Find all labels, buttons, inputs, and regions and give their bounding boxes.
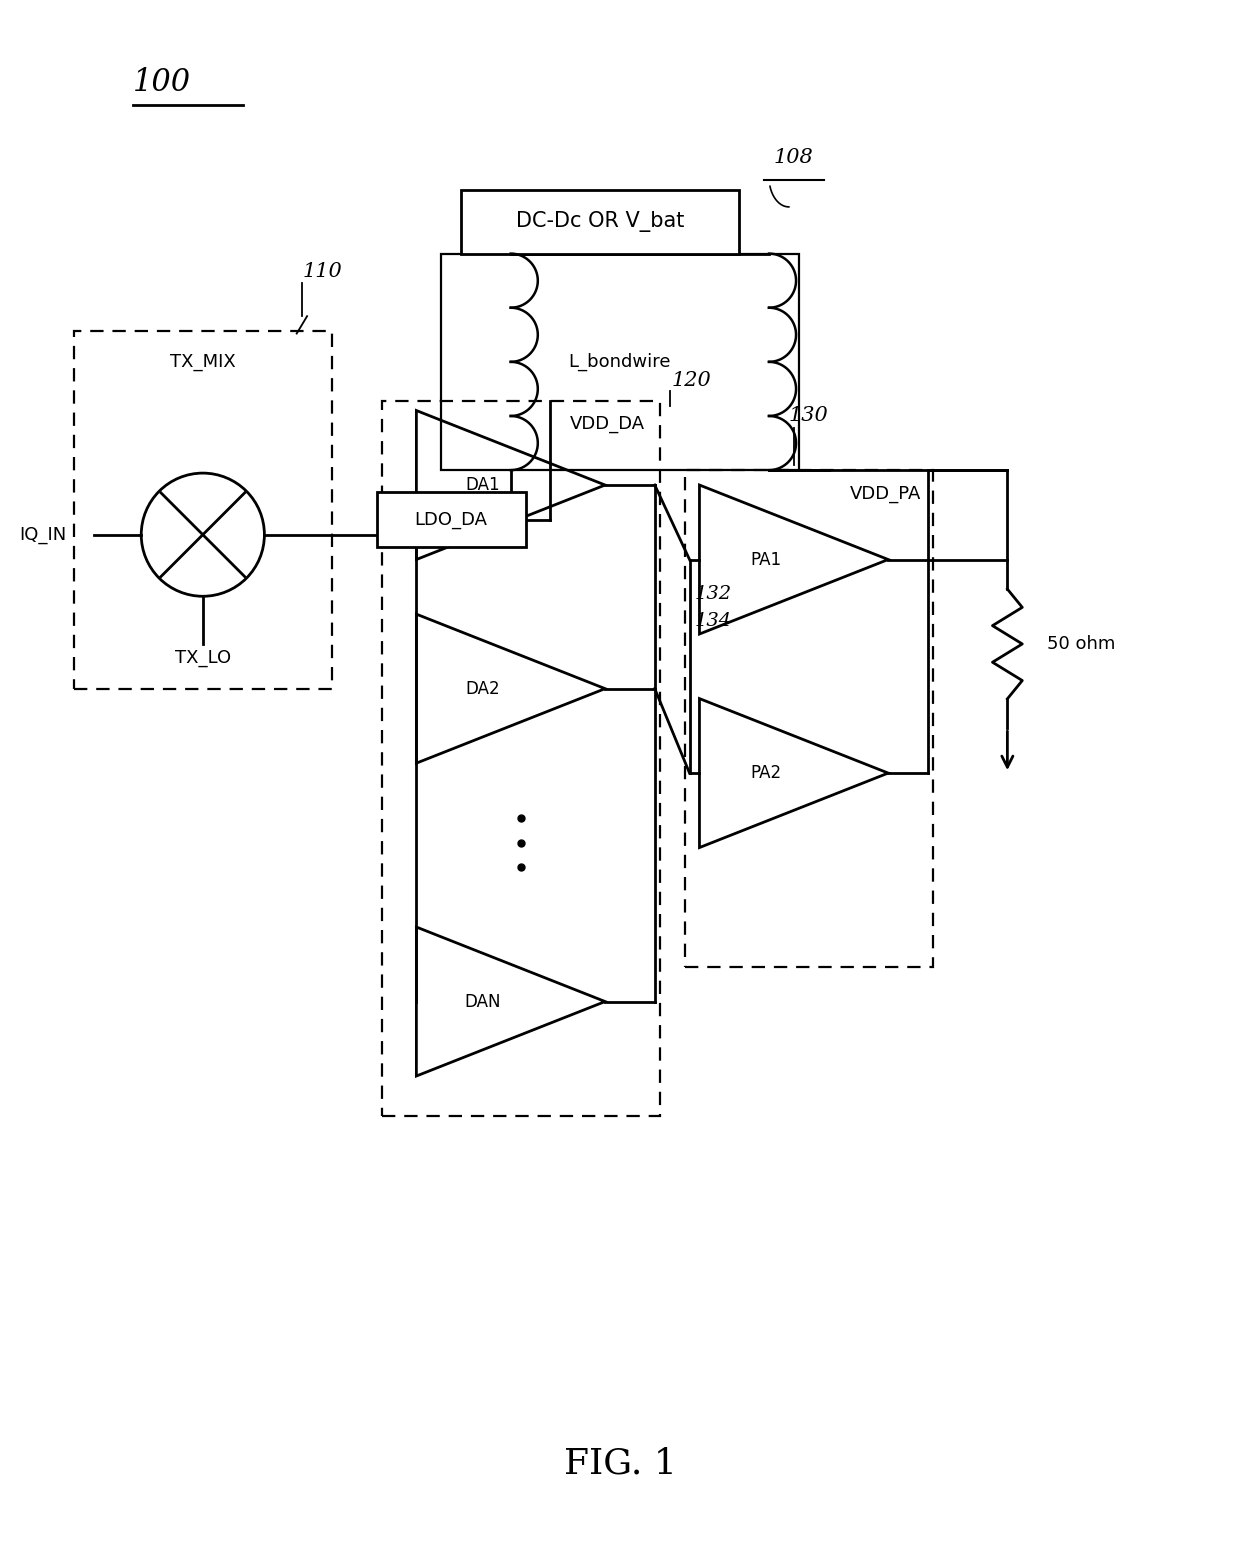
Bar [461, 190, 739, 254]
Text: DA1: DA1 [465, 477, 500, 494]
Text: VDD_DA: VDD_DA [569, 416, 645, 433]
Text: PA1: PA1 [750, 550, 781, 569]
Text: VDD_PA: VDD_PA [849, 485, 921, 503]
Text: 132: 132 [694, 585, 732, 604]
Text: DC-Dc OR V_bat: DC-Dc OR V_bat [516, 212, 684, 232]
Text: 110: 110 [303, 262, 342, 281]
Text: TX_LO: TX_LO [175, 649, 231, 666]
Bar [684, 470, 932, 967]
Text: 130: 130 [789, 406, 828, 425]
Text: IQ_IN: IQ_IN [19, 525, 66, 544]
Text: DA2: DA2 [465, 679, 500, 698]
Text: DAN: DAN [464, 993, 501, 1010]
Bar [377, 492, 526, 547]
Text: TX_MIX: TX_MIX [170, 353, 236, 372]
Text: FIG. 1: FIG. 1 [563, 1446, 677, 1480]
Bar [73, 331, 332, 688]
Text: L_bondwire: L_bondwire [569, 353, 671, 372]
Text: 120: 120 [672, 372, 712, 390]
Text: 108: 108 [774, 147, 813, 168]
Text: LDO_DA: LDO_DA [414, 511, 487, 528]
Text: 100: 100 [133, 67, 191, 99]
Bar [382, 400, 660, 1116]
Bar [441, 254, 799, 470]
Text: PA2: PA2 [750, 764, 781, 782]
Text: 134: 134 [694, 612, 732, 630]
Text: 50 ohm: 50 ohm [1047, 635, 1116, 652]
